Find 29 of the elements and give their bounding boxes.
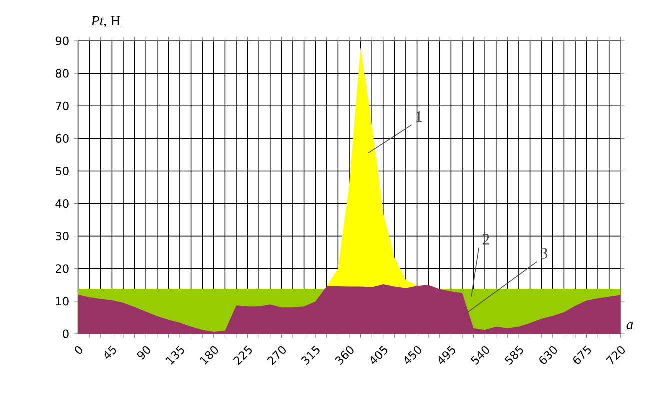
x-axis-title: a: [626, 322, 634, 330]
x-tick-label: 495: [438, 346, 456, 364]
y-tick-label: 60: [56, 134, 69, 143]
y-tick-label: 50: [56, 166, 69, 176]
y-tick-label: 70: [56, 102, 69, 110]
y-tick-label: 30: [56, 232, 69, 241]
x-tick-label: 225: [234, 346, 252, 366]
x-tick-label: 720: [606, 346, 625, 364]
x-tick-label: 315: [301, 346, 320, 366]
x-tick-label: 90: [137, 346, 150, 360]
y-tick-label: 0: [63, 330, 69, 338]
y-tick-label: 10: [56, 297, 69, 306]
x-tick-label: 540: [470, 346, 490, 366]
x-tick-label: 0: [74, 346, 83, 354]
y-tick-label: 90: [56, 36, 69, 46]
x-tick-label: 180: [200, 346, 218, 365]
y-tick-label: 80: [56, 69, 69, 78]
x-tick-label: 405: [371, 346, 388, 364]
x-tick-label: 45: [104, 346, 116, 359]
y-axis-title: Pt, Н: [91, 16, 120, 28]
x-tick-label: 135: [166, 346, 184, 365]
x-tick-label: 675: [574, 346, 592, 364]
x-tick-label: 360: [335, 346, 354, 366]
x-tick-label: 630: [540, 346, 558, 364]
x-tick-label: 585: [504, 346, 524, 366]
y-tick-label: 20: [56, 264, 69, 274]
x-tick-label: 270: [267, 346, 286, 366]
y-tick-label: 40: [56, 199, 69, 208]
x-tick-label: 450: [404, 346, 422, 364]
